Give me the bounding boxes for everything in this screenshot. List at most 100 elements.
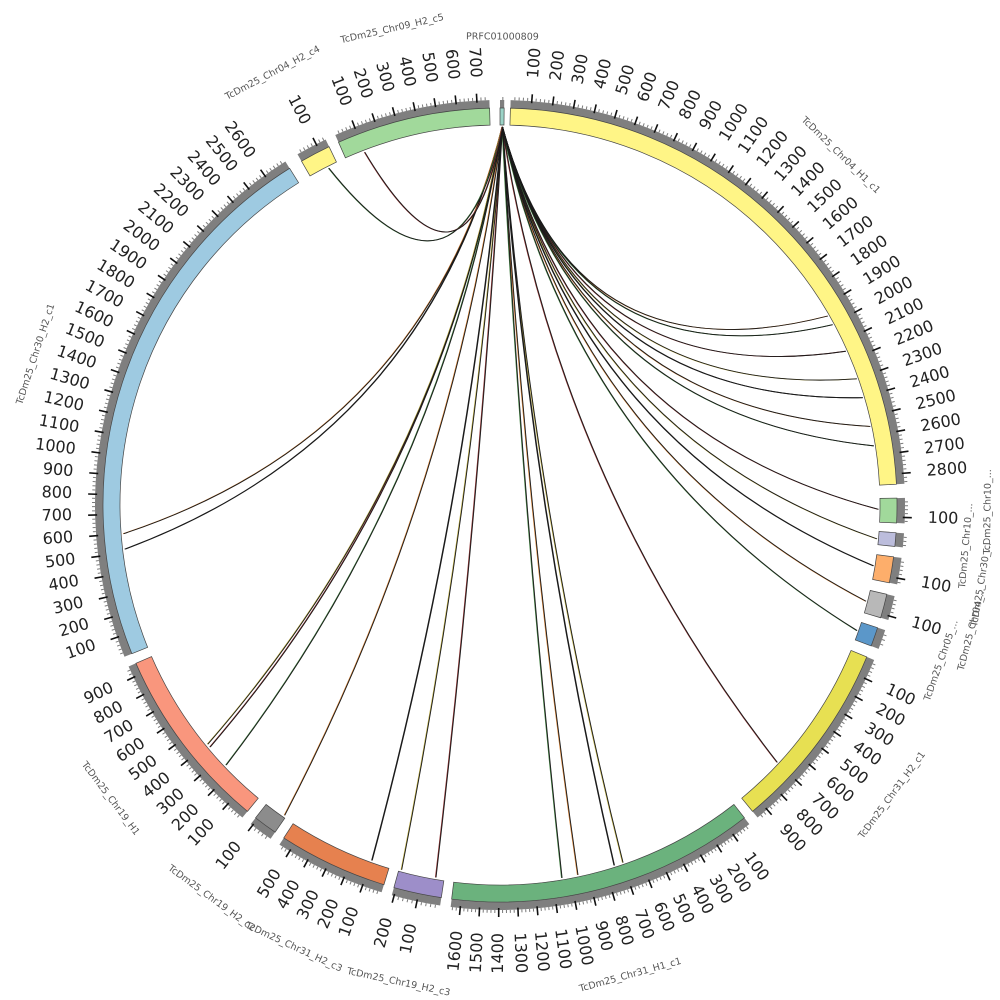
tick-label: 1100 (551, 927, 575, 970)
tick-label: 1400 (488, 933, 507, 974)
segment-scale-band (871, 627, 886, 649)
minor-tick (870, 667, 874, 670)
link-curve (209, 126, 504, 748)
minor-tick (280, 846, 284, 850)
minor-tick (720, 844, 724, 848)
minor-tick (208, 218, 212, 222)
major-tick (211, 209, 219, 218)
minor-tick (815, 249, 819, 253)
link-curve (401, 126, 504, 870)
major-tick (180, 759, 189, 767)
minor-tick (723, 841, 727, 845)
major-tick (259, 169, 267, 178)
minor-tick (608, 894, 611, 899)
minor-tick (851, 302, 855, 305)
minor-tick (202, 781, 206, 785)
minor-tick (176, 751, 180, 755)
minor-tick (694, 859, 697, 864)
minor-tick (707, 154, 710, 158)
major-tick (901, 471, 911, 475)
major-tick (843, 289, 852, 296)
link-curve (328, 126, 504, 242)
major-tick (863, 677, 873, 683)
minor-tick (164, 735, 168, 738)
tick-label: 2800 (926, 458, 968, 480)
minor-tick (143, 305, 147, 308)
minor-tick (645, 882, 648, 886)
link-curve-underlay (400, 126, 503, 870)
minor-tick (602, 110, 605, 114)
link-curve (502, 126, 579, 876)
major-tick (91, 555, 101, 559)
major-tick (182, 240, 191, 248)
minor-tick (409, 106, 412, 111)
minor-tick (772, 202, 775, 206)
major-tick (682, 863, 689, 873)
tick-label: 100 (909, 612, 944, 639)
minor-tick (642, 123, 645, 127)
major-tick (716, 844, 723, 853)
minor-tick (810, 242, 814, 246)
segment-name-label: TcDm25_Chr09_H2_c5 (339, 12, 445, 46)
minor-tick (790, 786, 794, 790)
link-22 (209, 126, 504, 748)
minor-tick (571, 903, 573, 907)
minor-tick (101, 592, 105, 595)
minor-tick (163, 273, 167, 277)
segment-ideogram (863, 590, 888, 619)
minor-tick (875, 352, 879, 355)
major-tick (168, 743, 177, 751)
major-tick (433, 98, 437, 108)
major-tick (222, 802, 230, 811)
minor-tick (863, 682, 867, 685)
minor-tick (191, 237, 195, 240)
minor-tick (213, 793, 217, 797)
minor-tick (707, 852, 711, 856)
link-curve (502, 126, 879, 510)
minor-tick (237, 814, 240, 818)
minor-tick (818, 252, 822, 256)
major-tick (896, 577, 906, 581)
minor-tick (132, 680, 136, 683)
major-tick (791, 220, 800, 229)
minor-tick (145, 302, 149, 305)
tick-label: 1600 (444, 930, 467, 972)
minor-tick (847, 295, 851, 298)
minor-tick (638, 885, 641, 889)
minor-tick (106, 394, 111, 397)
major-tick (761, 191, 769, 200)
segment-scale-band (896, 497, 905, 524)
segment-14: 100 (284, 92, 337, 177)
major-tick (312, 137, 318, 147)
major-tick (157, 274, 166, 281)
major-tick (454, 95, 458, 105)
minor-tick (147, 708, 151, 711)
minor-tick (787, 789, 791, 793)
tick-label: 500 (418, 51, 442, 84)
minor-tick (158, 280, 162, 284)
minor-tick (319, 868, 323, 872)
minor-tick (807, 768, 811, 771)
minor-tick (327, 871, 330, 875)
link-curve (502, 126, 624, 863)
minor-tick (141, 309, 145, 312)
tick-label: 1300 (511, 932, 532, 974)
minor-tick (828, 266, 832, 270)
major-tick (103, 616, 114, 621)
link-curve (502, 126, 563, 879)
minor-tick (867, 674, 871, 677)
link-9 (501, 126, 874, 567)
segment-scale-band (250, 817, 276, 839)
minor-tick (585, 106, 588, 110)
tick-label: 700 (465, 47, 486, 79)
minor-tick (745, 826, 749, 830)
minor-tick (411, 900, 413, 904)
major-tick (572, 99, 576, 109)
minor-tick (112, 632, 117, 635)
minor-tick (687, 863, 690, 867)
minor-tick (839, 725, 843, 728)
minor-tick (877, 356, 881, 359)
minor-tick (105, 608, 109, 611)
minor-tick (850, 707, 854, 710)
